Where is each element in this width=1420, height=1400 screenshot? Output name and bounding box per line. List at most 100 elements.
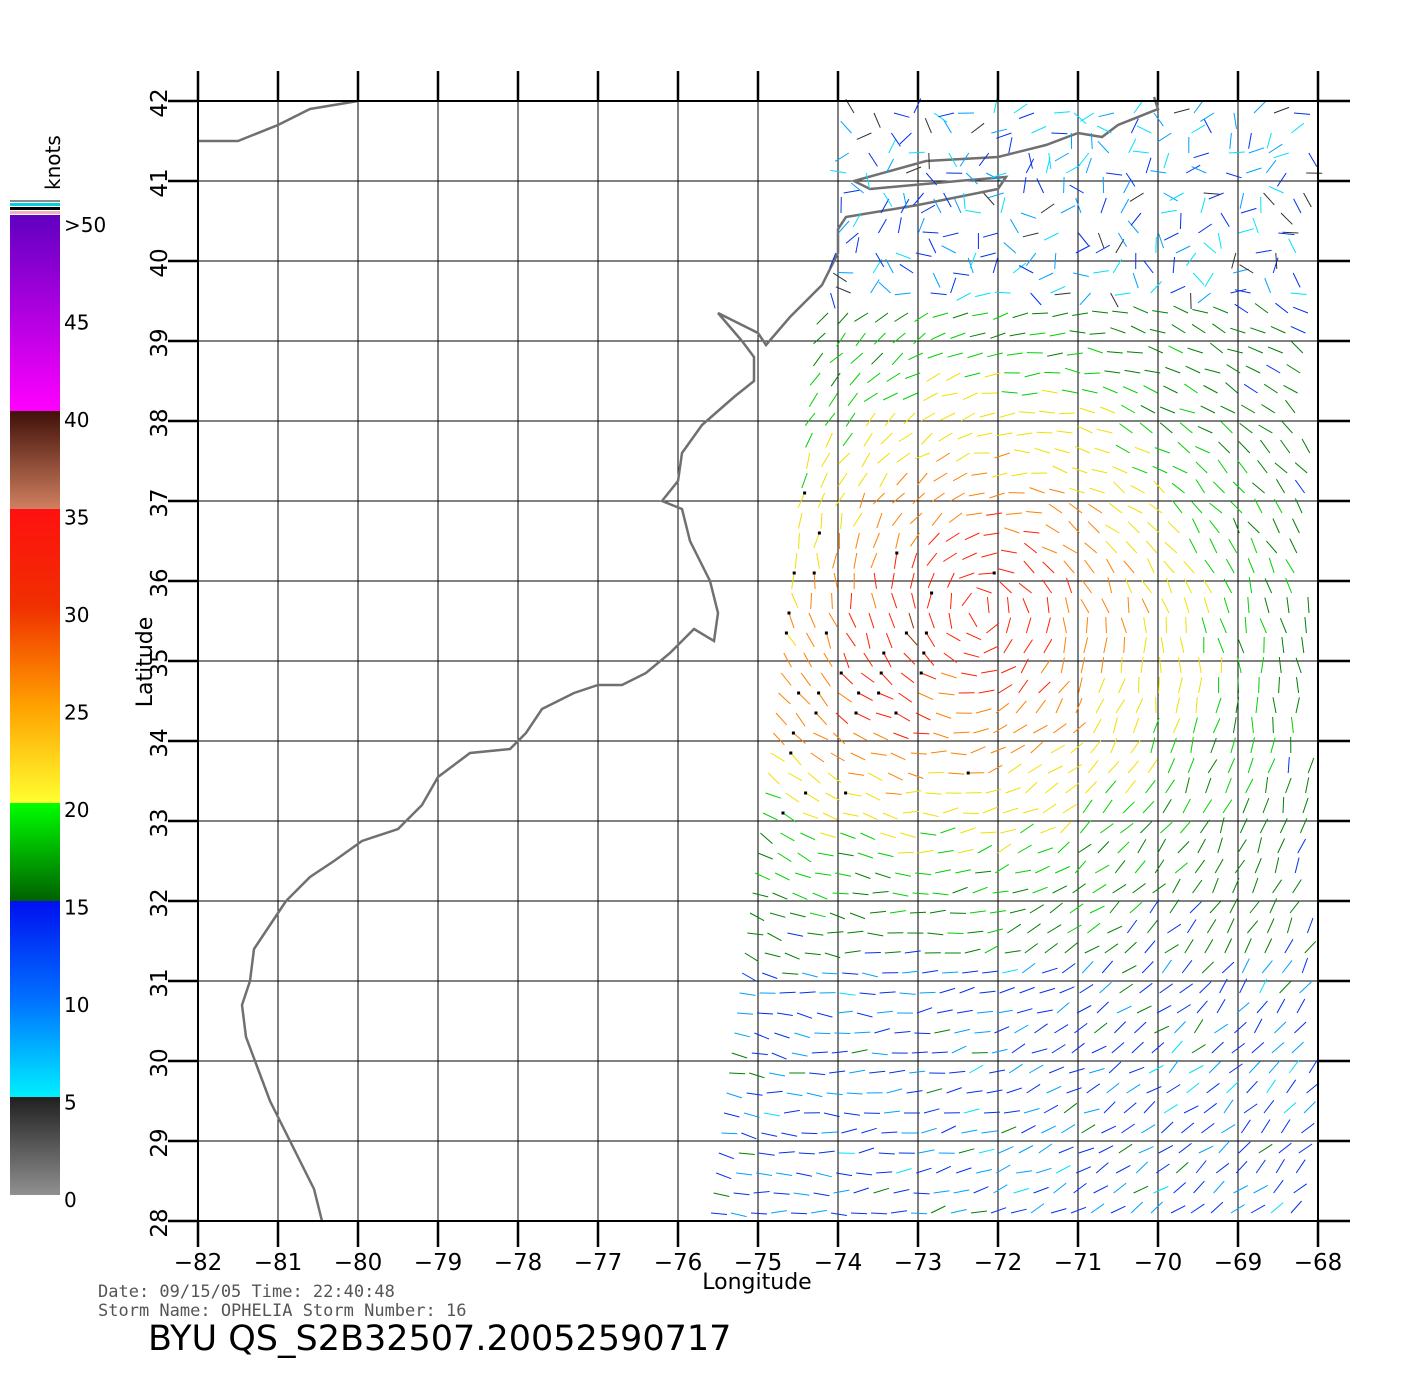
wind-vector	[849, 372, 861, 386]
wind-vector	[964, 372, 981, 378]
wind-vector	[1022, 232, 1039, 238]
wind-vector	[1032, 886, 1048, 894]
wind-vector	[798, 1152, 815, 1155]
wind-vector	[1250, 1204, 1266, 1214]
wind-vector	[1062, 803, 1077, 814]
wind-vector	[909, 911, 927, 914]
wind-vector	[969, 252, 977, 269]
wind-vector	[892, 492, 905, 504]
wind-vector	[1011, 1043, 1026, 1054]
colorbar-gradient	[10, 215, 60, 1195]
wind-vector	[1137, 838, 1147, 854]
wind-vector	[1085, 617, 1089, 634]
wind-vector	[978, 572, 995, 575]
wind-vector	[1024, 943, 1038, 954]
wind-vector	[1274, 857, 1280, 874]
wind-vector	[1007, 763, 1022, 774]
colorbar-label: 45	[64, 311, 89, 335]
wind-vector	[807, 772, 821, 784]
wind-vector	[1270, 737, 1276, 754]
wind-vector	[790, 752, 802, 766]
wind-vector	[1023, 639, 1033, 654]
wind-vector	[1229, 898, 1238, 914]
wind-vector	[1130, 118, 1139, 134]
wind-vector	[1025, 781, 1038, 794]
wind-vector	[920, 432, 933, 445]
wind-vector	[1126, 919, 1138, 934]
wind-vector	[955, 452, 971, 462]
wind-vector	[1288, 1059, 1300, 1074]
wind-vector	[790, 1212, 808, 1215]
wind-vector	[972, 312, 989, 317]
wind-vector	[996, 132, 1012, 139]
wind-vector	[981, 1130, 998, 1134]
wind-vector	[860, 672, 875, 683]
wind-vector	[1003, 242, 1017, 254]
wind-vector	[813, 572, 816, 590]
wind-vector	[783, 1109, 800, 1114]
wind-vector	[1029, 487, 1045, 494]
wind-vector	[982, 806, 999, 814]
wind-vector	[1178, 657, 1182, 674]
wind-vector	[739, 992, 756, 996]
wind-vector	[858, 692, 873, 702]
wind-vector	[1247, 920, 1259, 934]
wind-vector	[771, 1052, 787, 1060]
wind-vector	[935, 1165, 952, 1174]
wind-vector	[1266, 918, 1275, 934]
wind-vector	[1224, 938, 1233, 954]
wind-vector	[1127, 521, 1140, 534]
wind-vector	[785, 792, 800, 803]
wind-vector	[1005, 787, 1021, 794]
wind-vector	[1174, 1021, 1186, 1034]
wind-vector	[809, 372, 821, 386]
wind-vector	[814, 1032, 831, 1035]
wind-vector	[1200, 405, 1216, 414]
wind-vector	[1003, 639, 1013, 654]
wind-vector	[780, 832, 795, 842]
wind-vector	[1172, 257, 1175, 274]
wind-vector	[1278, 676, 1280, 694]
wind-vector	[1138, 1146, 1154, 1154]
wind-vector	[1291, 717, 1294, 734]
wind-vector	[1054, 292, 1071, 296]
wind-vector	[1144, 369, 1161, 374]
wind-vector	[976, 1010, 994, 1014]
wind-vector	[950, 1209, 967, 1214]
wind-vector	[1251, 482, 1265, 494]
wind-vector	[918, 692, 934, 701]
wind-vector	[1034, 447, 1050, 454]
wind-vector	[1012, 262, 1027, 274]
wind-vector	[1132, 717, 1140, 734]
wind-vector	[1111, 1042, 1125, 1054]
wind-vector	[817, 852, 834, 857]
wind-vector	[1075, 245, 1091, 254]
wind-vector	[855, 237, 860, 254]
wind-vector	[1217, 459, 1228, 474]
wind-vector	[1233, 268, 1249, 274]
wind-vector	[1294, 479, 1306, 494]
wind-vector	[1015, 869, 1032, 874]
wind-vector	[1125, 172, 1136, 187]
wind-vector	[1000, 197, 1006, 214]
wind-vector	[892, 892, 909, 897]
wind-vector	[915, 872, 932, 876]
wind-vector	[741, 972, 757, 982]
wind-vector	[1112, 259, 1122, 274]
wind-vector	[1148, 1065, 1164, 1074]
wind-vector	[1185, 252, 1197, 267]
wind-vector	[1054, 448, 1070, 454]
wind-vector	[876, 1171, 893, 1174]
wind-vector	[1011, 472, 1028, 477]
wind-vector	[926, 552, 938, 566]
wind-vector	[1107, 925, 1123, 934]
wind-vector	[1163, 1104, 1178, 1114]
wind-vector	[1263, 192, 1275, 206]
wind-vector	[1173, 1182, 1187, 1194]
wind-vector	[1145, 779, 1156, 794]
wind-vector	[1018, 582, 1032, 594]
wind-vector	[1081, 960, 1094, 974]
colorbar-label: 15	[64, 896, 89, 920]
wind-vector	[1050, 744, 1066, 754]
wind-vector	[767, 932, 782, 942]
